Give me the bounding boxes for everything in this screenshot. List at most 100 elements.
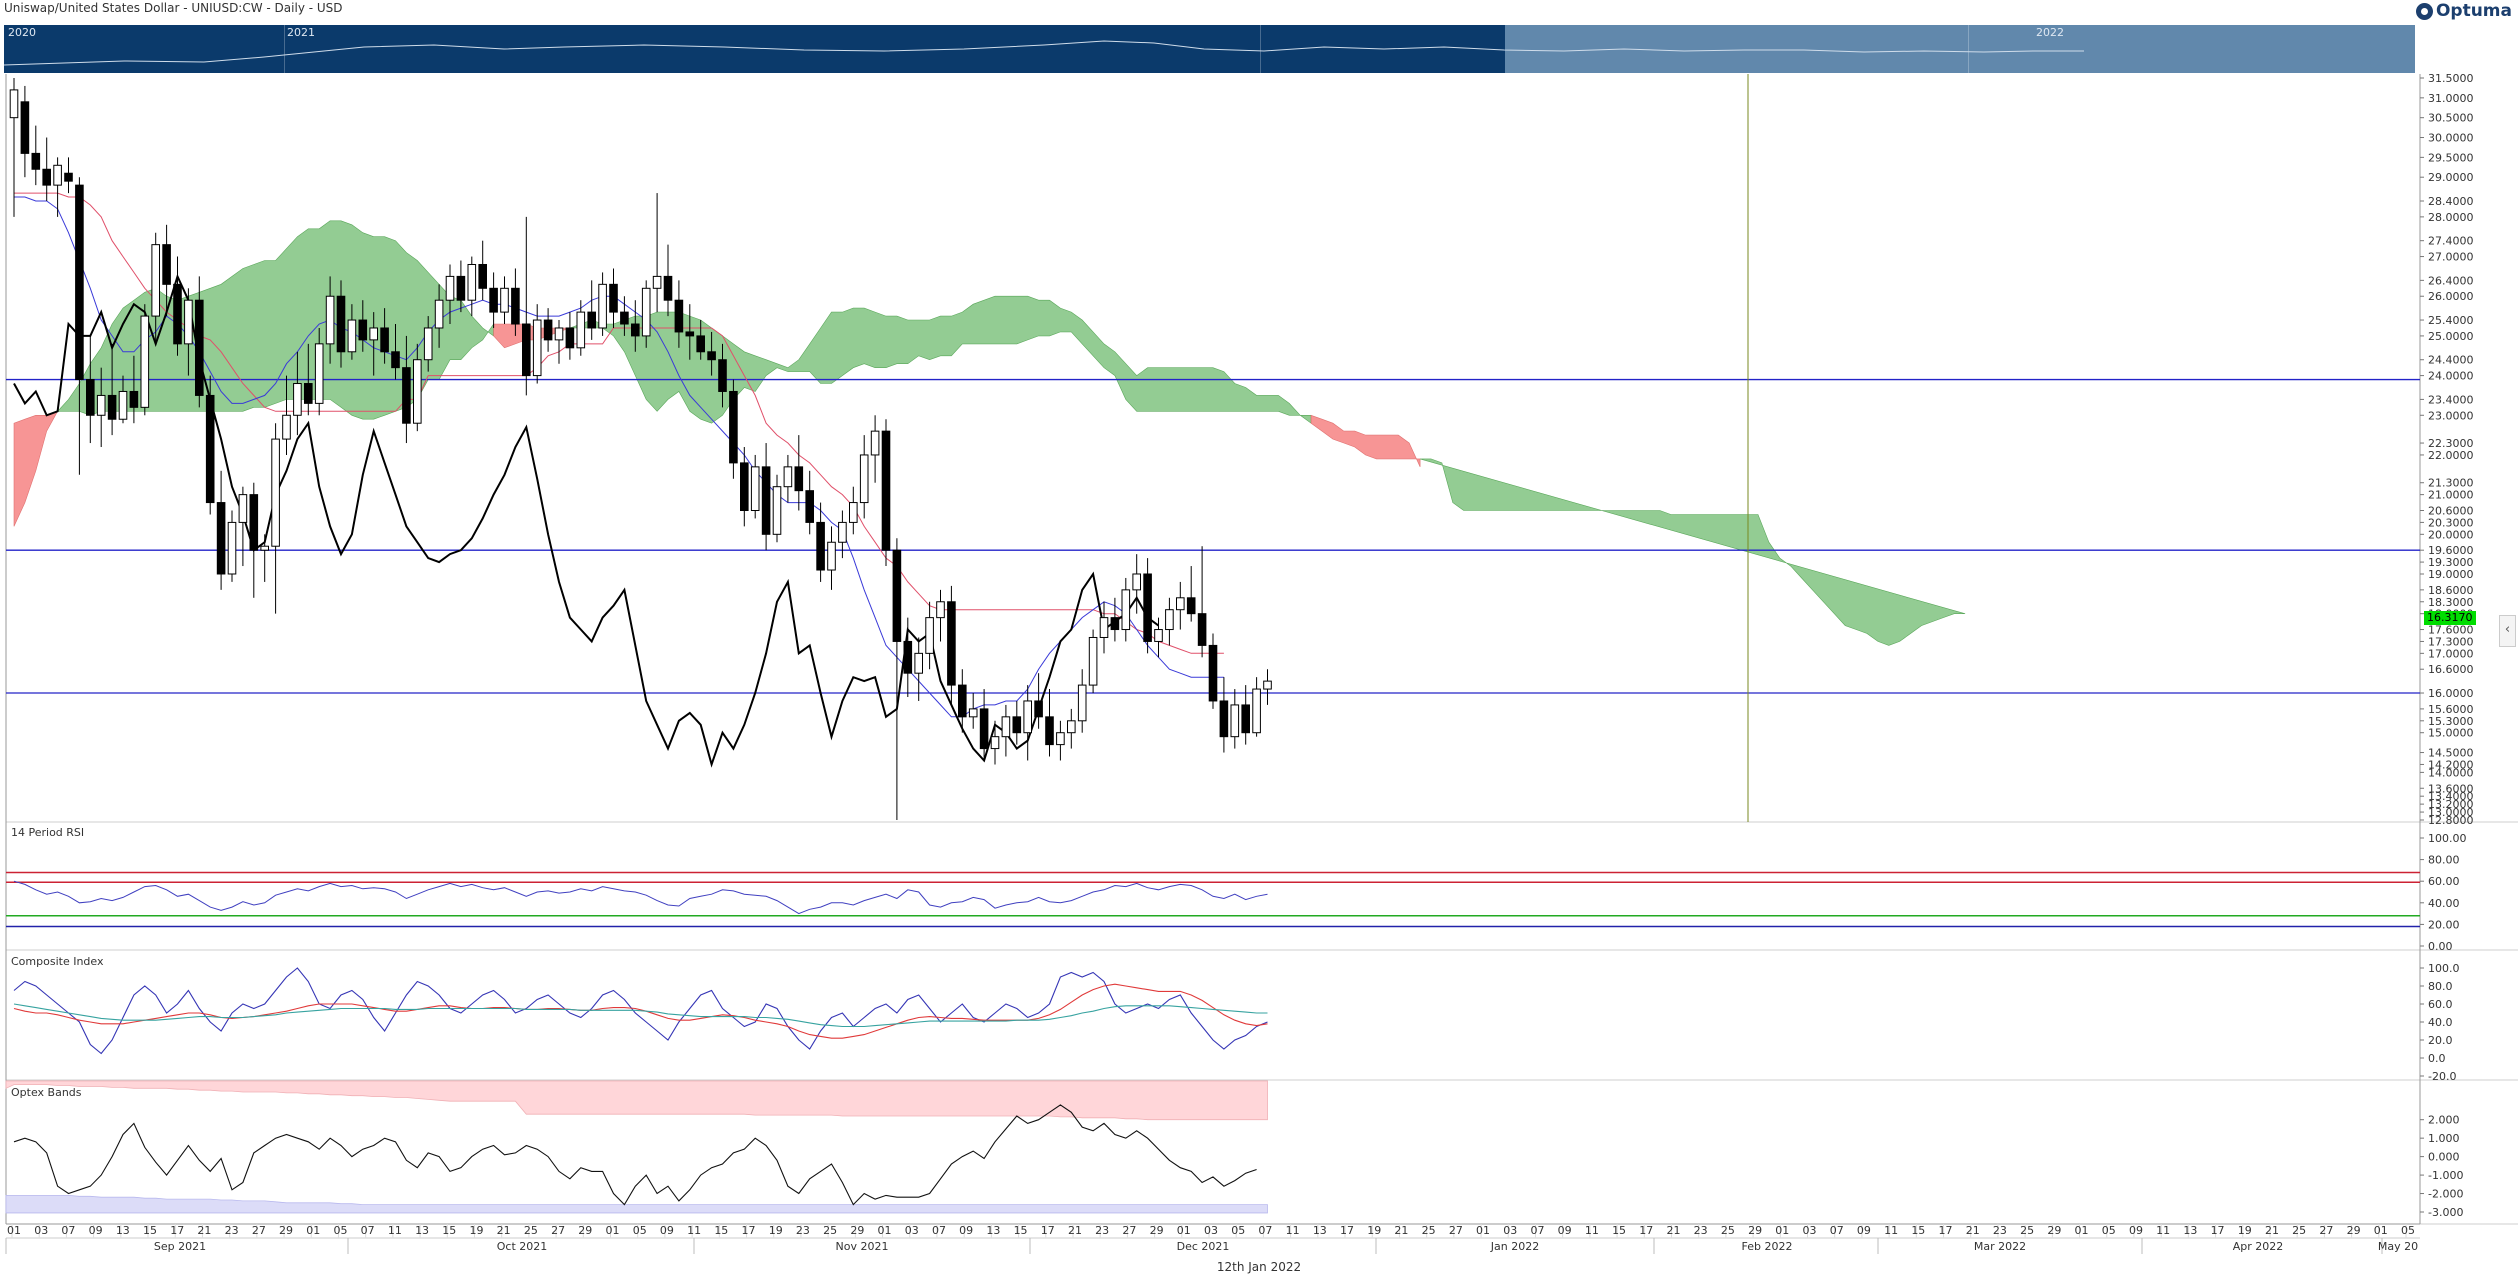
x-axis-day-label: 13 [986, 1224, 1000, 1237]
candle-body [140, 315, 150, 408]
logo-text: Optuma [2435, 1, 2512, 21]
candle-body [1230, 704, 1240, 738]
candle-body [750, 466, 760, 512]
candle-body [859, 454, 869, 504]
x-axis-day-label: 01 [878, 1224, 892, 1237]
price-axis-label: 13.4000 [2428, 790, 2474, 803]
x-axis-day-label: 01 [606, 1224, 620, 1237]
candle-body [881, 430, 891, 551]
candle-body [336, 295, 346, 353]
chart-title: Uniswap/United States Dollar - UNIUSD:CW… [4, 1, 343, 15]
candle-body [707, 351, 716, 361]
candle-body [151, 244, 160, 317]
x-axis-day-label: 21 [1068, 1224, 1082, 1237]
price-axis-label: 24.0000 [2428, 370, 2474, 383]
x-axis-day-label: 11 [687, 1224, 701, 1237]
ichimoku-cloud-bearish [1310, 414, 1421, 468]
rsi-axis-label: 0.00 [2428, 940, 2453, 953]
optex-axis-label: 1.000 [2428, 1132, 2460, 1145]
x-axis-day-label: 19 [769, 1224, 783, 1237]
price-axis-label: 19.0000 [2428, 568, 2474, 581]
date-navigator[interactable]: 2020 2021 2022 [4, 25, 2415, 73]
collapse-panel-button[interactable]: ‹ [2499, 615, 2516, 647]
price-axis-label: 26.0000 [2428, 290, 2474, 303]
navigator-year-divider [1260, 25, 1261, 73]
x-axis-day-label: 27 [1122, 1224, 1136, 1237]
composite-index-axis-label: 40.0 [2428, 1016, 2453, 1029]
navigator-selection-window[interactable] [1505, 25, 2415, 73]
price-axis-label: 12.8000 [2428, 814, 2474, 827]
x-axis-day-label: 29 [2347, 1224, 2361, 1237]
candle-body [118, 390, 128, 420]
candle-body [467, 263, 477, 301]
ichimoku-cloud-bullish [1420, 458, 1966, 646]
candle-body [162, 244, 171, 285]
candle-body [641, 287, 651, 337]
candle-body [260, 545, 269, 551]
candle-body [347, 319, 357, 353]
x-axis-day-label: 01 [306, 1224, 320, 1237]
candle-body [990, 736, 1000, 750]
price-axis-label: 18.3000 [2428, 596, 2474, 609]
x-axis-day-label: 17 [1939, 1224, 1953, 1237]
x-axis-day-label: 23 [1993, 1224, 2007, 1237]
x-axis-day-label: 29 [850, 1224, 864, 1237]
candle-body [53, 164, 62, 186]
candle-body [1241, 704, 1251, 734]
candle-body [1252, 688, 1261, 734]
x-axis-day-label: 29 [1748, 1224, 1762, 1237]
price-axis-label: 20.3000 [2428, 516, 2474, 529]
price-axis-label: 25.4000 [2428, 314, 2474, 327]
x-axis-day-label: 29 [279, 1224, 293, 1237]
x-axis-day-label: 09 [1558, 1224, 1572, 1237]
x-axis-day-label: 27 [1449, 1224, 1463, 1237]
optex-axis-label: -3.000 [2428, 1206, 2463, 1219]
x-axis-day-label: 03 [1803, 1224, 1817, 1237]
candle-body [652, 275, 662, 289]
candle-body [543, 319, 553, 341]
price-axis-label: 13.0000 [2428, 806, 2474, 819]
candle-body [620, 311, 629, 325]
x-axis-month-label: Jan 2022 [1490, 1240, 1539, 1253]
x-axis-day-label: 19 [2238, 1224, 2252, 1237]
candle-body [380, 327, 389, 353]
candle-body [740, 462, 749, 512]
optex-upper-band [5, 1080, 1268, 1121]
candle-body [434, 299, 444, 329]
composite-index-axis-label: -20.0 [2428, 1070, 2456, 1083]
candle-body [849, 502, 858, 523]
x-axis-day-label: 09 [2129, 1224, 2143, 1237]
x-axis-month-label: Dec 2021 [1177, 1240, 1230, 1253]
candle-body [609, 283, 618, 313]
candle-body [20, 101, 30, 154]
price-axis-label: 19.6000 [2428, 544, 2474, 557]
candle-body [1132, 573, 1142, 591]
candle-body [794, 466, 804, 492]
price-axis-label: 23.4000 [2428, 393, 2474, 406]
candle-body [42, 168, 52, 186]
candle-body [532, 319, 542, 377]
x-axis-day-label: 23 [225, 1224, 239, 1237]
candle-body [1197, 613, 1207, 646]
candle-body [129, 390, 139, 408]
composite-index-panel-title: Composite Index [11, 955, 104, 968]
current-price-tag: 16.3170 [2424, 611, 2476, 625]
x-axis-day-label: 29 [578, 1224, 592, 1237]
candle-body [195, 299, 204, 396]
candle-body [1165, 609, 1174, 631]
x-axis-day-label: 01 [1775, 1224, 1789, 1237]
candle-body [914, 652, 924, 674]
candle-body [598, 283, 607, 329]
price-axis-label: 15.0000 [2428, 727, 2474, 740]
price-axis-label: 28.0000 [2428, 211, 2474, 224]
rsi-panel-title: 14 Period RSI [11, 826, 85, 839]
candle-body [1023, 700, 1033, 734]
x-axis-day-label: 11 [1585, 1224, 1599, 1237]
price-axis-label: 22.0000 [2428, 449, 2474, 462]
x-axis-day-label: 15 [442, 1224, 456, 1237]
candle-body [696, 335, 706, 353]
x-axis-day-label: 07 [1258, 1224, 1272, 1237]
candle-body [325, 295, 335, 345]
rsi-axis-label: 100.00 [2428, 832, 2467, 845]
